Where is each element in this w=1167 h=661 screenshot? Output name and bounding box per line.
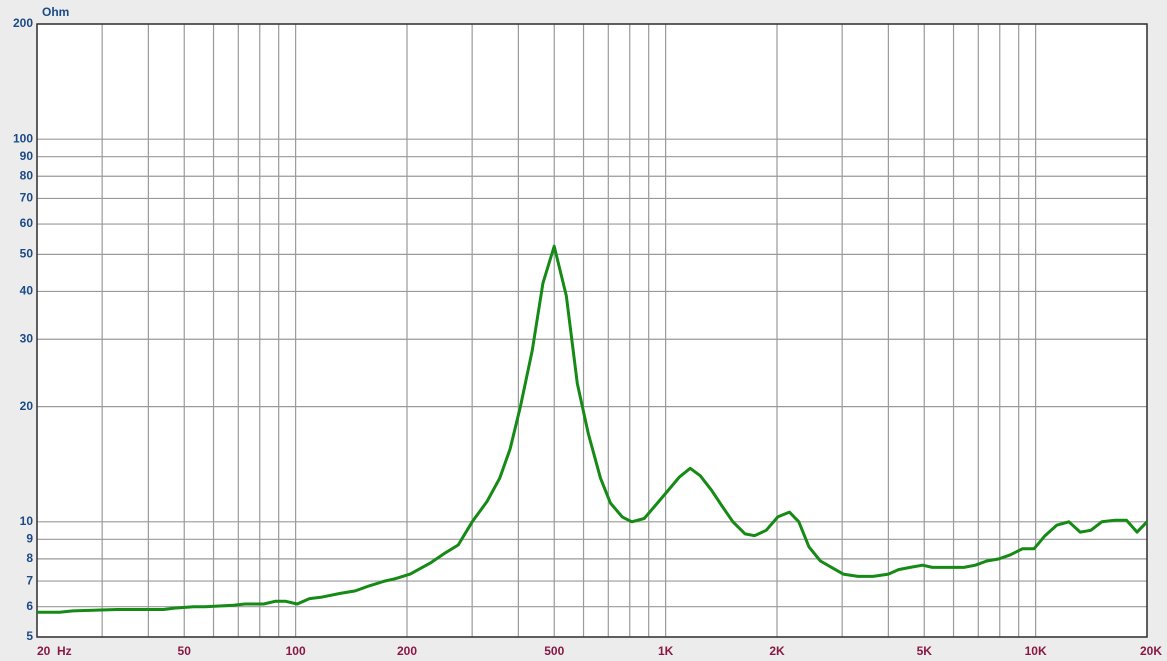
x-tick-label: 200 [397, 644, 417, 658]
x-tick-label: 1K [658, 644, 674, 658]
y-tick-label: 9 [26, 531, 33, 545]
impedance-line [37, 244, 1149, 614]
y-tick-label: 100 [13, 131, 33, 145]
y-tick-label: 60 [20, 216, 34, 230]
x-tick-label: 10K [1025, 644, 1047, 658]
x-tick-label: 2K [769, 644, 785, 658]
y-tick-label: 8 [26, 551, 33, 565]
y-tick-label: 50 [20, 247, 34, 261]
x-tick-label: 20K [1140, 644, 1162, 658]
plot-border [36, 23, 1148, 638]
x-tick-label: 100 [286, 644, 306, 658]
y-tick-label: 80 [20, 168, 34, 182]
x-tick-label: 20 Hz [37, 644, 72, 658]
y-tick-label: 10 [20, 514, 34, 528]
y-tick-label: 20 [20, 399, 34, 413]
x-tick-label: 50 [178, 644, 192, 658]
x-tick-label: 500 [544, 644, 564, 658]
x-tick-label: 5K [917, 644, 933, 658]
y-axis-label: Ohm [42, 5, 69, 19]
y-tick-label: 90 [20, 149, 34, 163]
y-tick-label: 7 [26, 573, 33, 587]
y-tick-label: 70 [20, 191, 34, 205]
y-tick-label: 200 [13, 16, 33, 30]
y-tick-label: 40 [20, 284, 34, 298]
y-tick-label: 5 [26, 629, 33, 643]
y-tick-label: 30 [20, 331, 34, 345]
plot-area [37, 24, 1147, 637]
y-tick-label: 6 [26, 599, 33, 613]
